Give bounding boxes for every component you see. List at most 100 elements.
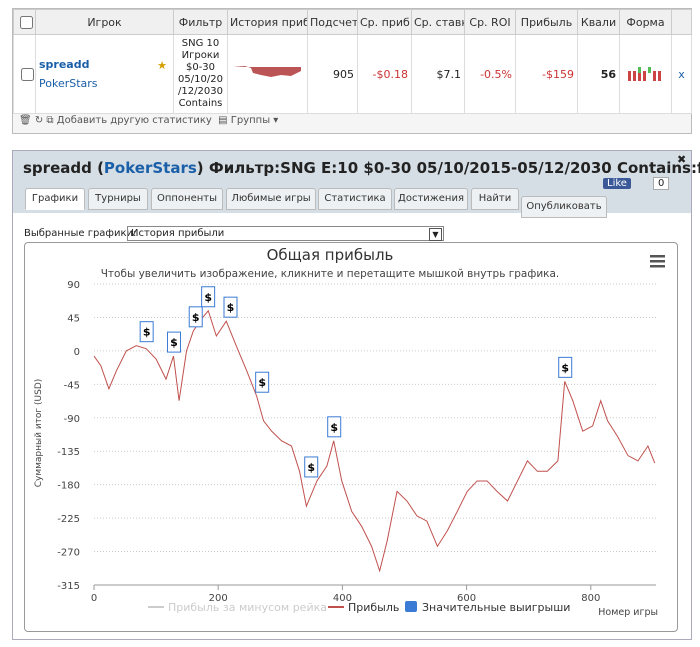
legend-item[interactable]: Прибыль за минусом рейка — [148, 601, 327, 614]
title-part: ( — [91, 159, 104, 177]
menu-button[interactable] — [650, 255, 665, 268]
header[interactable]: Ср. ставк — [411, 9, 465, 35]
chart-title: Общая прибыль — [267, 246, 394, 264]
header[interactable]: Прибыль — [515, 9, 578, 35]
y-tick-label: -90 — [64, 414, 80, 425]
y-tick-label: 0 — [74, 347, 80, 358]
avg-stake: $7.1 — [411, 34, 465, 114]
header[interactable]: Подсчет — [307, 9, 358, 35]
quali: 56 — [577, 34, 620, 114]
chart-frame: Общая прибыль Чтобы увеличить изображени… — [24, 242, 678, 632]
tab[interactable]: Любимые игры — [226, 188, 316, 210]
filter-line: Игроки — [181, 50, 220, 61]
like-count: 0 — [653, 177, 670, 190]
filter-line: Contains — [178, 98, 223, 109]
close-button[interactable]: ✖ — [677, 153, 687, 166]
title-part: ) — [196, 159, 204, 177]
win-marker-label: $ — [192, 311, 200, 324]
win-marker: $ — [558, 356, 573, 378]
tab[interactable]: Оппоненты — [151, 188, 223, 210]
win-marker: $ — [327, 416, 342, 438]
win-marker-label: $ — [258, 376, 266, 389]
win-marker-box — [139, 321, 154, 343]
filter-line: 05/10/20 — [178, 74, 223, 85]
form-bars — [627, 66, 661, 81]
tab[interactable]: Графики — [25, 188, 85, 210]
win-marker-label: $ — [227, 301, 235, 314]
x-tick-label: 800 — [581, 593, 600, 604]
legend-swatch — [405, 601, 417, 612]
profit: -$159 — [515, 34, 578, 114]
x-tick-label: 200 — [209, 593, 228, 604]
tab[interactable]: Статистика — [318, 188, 392, 210]
header[interactable]: Игрок — [35, 9, 174, 35]
win-marker: $ — [223, 296, 238, 318]
win-marker-box — [201, 286, 216, 308]
win-marker: $ — [201, 286, 216, 308]
x-tick-label: 600 — [457, 593, 476, 604]
chart-subtitle: Чтобы увеличить изображение, кликните и … — [101, 268, 560, 280]
header[interactable]: Ср. приб — [357, 9, 412, 35]
win-marker-box — [166, 331, 181, 353]
x-tick-label: 0 — [91, 593, 97, 604]
title-link[interactable]: PokerStars — [103, 159, 197, 177]
win-marker-box — [327, 416, 342, 438]
tab[interactable]: Турниры — [88, 188, 148, 210]
filter-cell: SNG 10 Игроки $0-30 05/10/20/12/2030 Contain… — [173, 34, 228, 114]
win-marker-box — [223, 296, 238, 318]
y-tick-label: -270 — [57, 548, 80, 559]
publish-button[interactable]: Опубликовать — [521, 196, 607, 218]
chart-select[interactable]: История прибыли ▼ — [127, 226, 444, 241]
win-marker-label: $ — [204, 291, 212, 304]
win-marker-label: $ — [561, 361, 569, 374]
y-tick-label: 45 — [67, 313, 80, 324]
win-marker-box — [188, 306, 203, 328]
win-marker: $ — [255, 371, 270, 393]
tab[interactable]: Достижения — [394, 188, 468, 210]
title-part: spreadd — [23, 159, 92, 177]
header[interactable]: Форма — [619, 9, 672, 35]
filter-line: $0-30 — [185, 62, 216, 73]
add-stat-button[interactable]: Добавить другую статистику — [56, 115, 212, 126]
header[interactable]: История прибы — [227, 9, 308, 35]
legend-item[interactable]: Значительные выигрыши — [405, 601, 570, 614]
header[interactable]: Ср. ROI — [464, 9, 516, 35]
roi: -0.5% — [464, 34, 516, 114]
win-marker-label: $ — [143, 326, 151, 339]
win-marker: $ — [188, 306, 203, 328]
badge-icon: ★ — [157, 59, 167, 72]
groups-button[interactable]: Группы — [230, 115, 271, 126]
header — [671, 9, 692, 35]
remove-row[interactable]: x — [671, 34, 692, 114]
count: 905 — [307, 34, 358, 114]
like-button[interactable]: Like — [603, 178, 631, 189]
select-value: История прибыли — [131, 228, 225, 239]
y-tick-label: -180 — [57, 481, 80, 492]
sparkline — [233, 65, 301, 77]
player-site[interactable]: PokerStars — [39, 77, 98, 90]
win-marker-label: $ — [170, 336, 178, 349]
y-axis-label: Суммарный итог (USD) — [34, 379, 44, 488]
header[interactable]: Фильтр — [173, 9, 228, 35]
checkbox[interactable] — [20, 15, 33, 29]
y-tick-label: -135 — [57, 447, 80, 458]
header[interactable]: Квали — [577, 9, 620, 35]
profit-line — [93, 309, 656, 573]
win-marker: $ — [304, 456, 319, 478]
win-marker: $ — [166, 331, 181, 353]
legend-item[interactable]: Прибыль — [328, 601, 399, 614]
player-name[interactable]: spreadd — [39, 58, 90, 71]
x-axis-label: Номер игры — [598, 607, 658, 618]
legend-label: Значительные выигрыши — [422, 601, 570, 614]
win-marker-box — [255, 371, 270, 393]
check-all[interactable] — [13, 9, 36, 35]
y-tick-label: -225 — [57, 514, 80, 525]
legend-label: Прибыль — [348, 601, 399, 614]
checkbox[interactable] — [21, 67, 34, 81]
select-label: Выбранные графики: — [24, 228, 137, 239]
title-part: Фильтр:SNG E:10 $0-30 05/10/2015-05/12/2… — [203, 159, 700, 177]
win-marker-label: $ — [330, 421, 338, 434]
tab[interactable]: Найти — [471, 188, 519, 210]
